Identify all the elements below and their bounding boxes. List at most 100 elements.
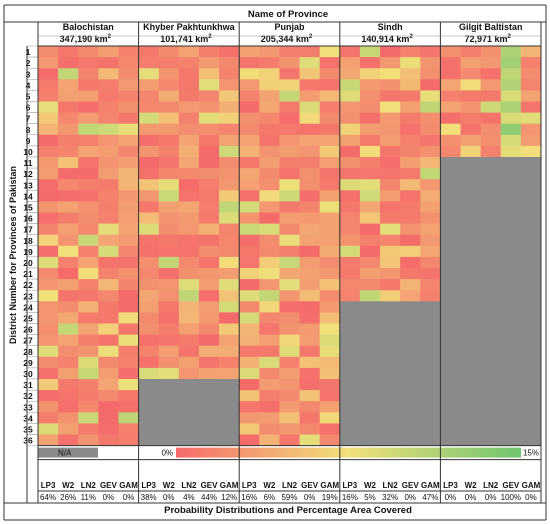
heatmap-cell — [400, 134, 421, 147]
heatmap-cell — [460, 423, 482, 435]
heatmap-cell — [520, 256, 542, 269]
heatmap-cell — [460, 312, 482, 324]
heatmap-cell — [359, 390, 381, 402]
heatmap-cell — [138, 157, 160, 169]
heatmap-cell — [138, 423, 160, 435]
heatmap-cell — [420, 190, 441, 202]
heatmap-cell — [359, 256, 381, 269]
heatmap-cell — [219, 434, 240, 446]
heatmap-cell — [299, 367, 321, 380]
heatmap-cell — [480, 57, 502, 69]
heatmap-cell — [420, 367, 441, 380]
heatmap-cell — [500, 301, 522, 313]
heatmap-cell — [420, 168, 441, 180]
heatmap-cell — [359, 434, 381, 446]
heatmap-cell — [158, 201, 180, 213]
heatmap-cell — [178, 345, 200, 358]
heatmap-cell — [78, 412, 99, 424]
heatmap-cell — [480, 256, 502, 269]
heatmap-cell — [440, 134, 461, 147]
heatmap-cell — [339, 434, 361, 446]
heatmap-cell — [219, 379, 240, 391]
province-name: Sindh — [378, 22, 403, 32]
heatmap-cell — [319, 412, 341, 424]
legend-min-box — [154, 447, 176, 458]
distribution-label: LN2 — [282, 481, 298, 490]
heatmap-cell — [440, 367, 461, 380]
heatmap-cell — [219, 123, 240, 136]
heatmap-cell — [239, 123, 260, 136]
heatmap-cell — [420, 301, 441, 313]
heatmap-cell — [78, 112, 99, 125]
heatmap-cell — [38, 256, 59, 269]
heatmap-cell — [239, 212, 260, 224]
heatmap-cell — [98, 201, 119, 213]
heatmap-cell — [400, 234, 421, 247]
heatmap-cell — [359, 145, 381, 158]
distribution-label: GAM — [220, 481, 239, 490]
heatmap-cell — [58, 423, 79, 435]
district-number: 18 — [23, 236, 33, 246]
heatmap-cell — [299, 123, 321, 136]
heatmap-cell — [58, 145, 79, 158]
heatmap-cell — [480, 367, 502, 380]
heatmap-cell — [480, 312, 502, 324]
heatmap-cell — [420, 356, 441, 369]
heatmap-cell — [158, 401, 180, 413]
heatmap-cell — [279, 401, 300, 413]
heatmap-cell — [380, 179, 401, 191]
heatmap-cell — [380, 212, 401, 224]
percentage-label: 5% — [364, 493, 376, 502]
heatmap-cell — [339, 145, 361, 158]
district-number: 7 — [26, 114, 31, 124]
heatmap-cell — [259, 434, 280, 446]
heatmap-cell — [118, 201, 139, 213]
heatmap-cell — [319, 345, 341, 358]
heatmap-cell — [279, 334, 300, 347]
heatmap-cell — [78, 79, 99, 91]
heatmap-cell — [279, 68, 300, 80]
heatmap-cell — [118, 90, 139, 102]
heatmap-cell — [198, 401, 220, 413]
heatmap-cell — [58, 68, 79, 80]
district-number: 14 — [23, 191, 33, 201]
heatmap-cell — [400, 256, 421, 269]
distribution-label: W2 — [62, 481, 75, 490]
heatmap-cell — [500, 390, 522, 402]
heatmap-cell — [98, 90, 119, 102]
heatmap-cell — [380, 279, 401, 291]
heatmap-cell — [259, 245, 280, 258]
heatmap-cell — [319, 268, 341, 280]
heatmap-cell — [259, 301, 280, 313]
heatmap-cell — [460, 90, 482, 102]
heatmap-cell — [38, 46, 59, 58]
district-number: 10 — [23, 147, 33, 157]
heatmap-cell — [38, 212, 59, 224]
heatmap-cell — [259, 190, 280, 202]
heatmap-cell — [279, 390, 300, 402]
heatmap-cell — [178, 334, 200, 347]
heatmap-cell — [420, 201, 441, 213]
heatmap-cell — [359, 234, 381, 247]
heatmap-cell — [98, 334, 119, 347]
heatmap-cell — [319, 134, 341, 147]
heatmap-cell — [38, 401, 59, 413]
district-number: 15 — [23, 203, 33, 213]
heatmap-cell — [339, 279, 361, 291]
heatmap-cell — [299, 190, 321, 202]
district-number: 4 — [26, 80, 31, 90]
heatmap-cell — [380, 434, 401, 446]
heatmap-cell — [58, 279, 79, 291]
heatmap-cell — [138, 234, 160, 247]
heatmap-cell — [339, 90, 361, 102]
heatmap-cell — [178, 46, 200, 58]
heatmap-cell — [98, 79, 119, 91]
heatmap-cell — [440, 112, 461, 125]
heatmap-cell — [500, 312, 522, 324]
heatmap-cell — [400, 101, 421, 113]
heatmap-cell — [520, 223, 542, 236]
distribution-label: LP3 — [443, 481, 458, 490]
heatmap-cell — [400, 279, 421, 291]
heatmap-cell — [400, 345, 421, 358]
